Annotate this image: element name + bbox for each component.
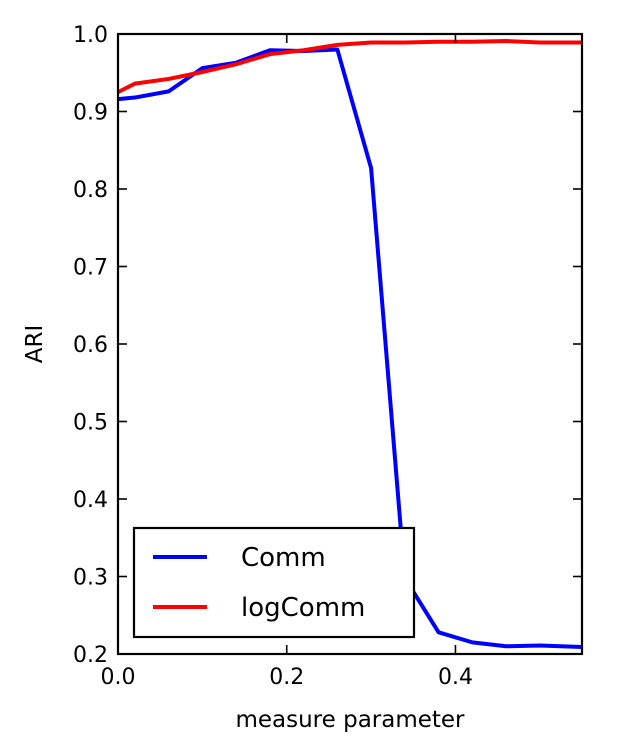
x-tick-label: 0.2 [269, 665, 304, 690]
x-tick-label: 0.4 [438, 665, 473, 690]
legend-label-comm: Comm [241, 543, 326, 573]
series-line-comm [117, 47, 583, 650]
y-tick-label: 0.3 [73, 566, 108, 591]
series-layer [117, 38, 583, 650]
y-tick-label: 0.9 [73, 101, 108, 126]
y-axis-label: ARI [22, 325, 48, 364]
legend: Comm logComm [132, 526, 416, 639]
y-tick-label: 0.2 [73, 643, 108, 668]
plot-frame [116, 32, 584, 656]
legend-box [132, 526, 416, 639]
ticks-layer: 0.0 0.2 0.40.20.30.40.50.60.70.80.91.0 [73, 23, 582, 690]
y-tick-label: 0.8 [73, 178, 108, 203]
y-tick-label: 0.6 [73, 333, 108, 358]
legend-label-logcomm: logComm [241, 593, 365, 623]
y-tick-label: 0.5 [73, 411, 108, 436]
y-tick-label: 1.0 [73, 23, 108, 48]
x-tick-label: 0.0 [101, 665, 136, 690]
x-axis-label: measure parameter [235, 707, 465, 733]
y-tick-label: 0.7 [73, 256, 108, 281]
y-tick-label: 0.4 [73, 488, 108, 513]
series-line-logcomm [117, 38, 582, 94]
